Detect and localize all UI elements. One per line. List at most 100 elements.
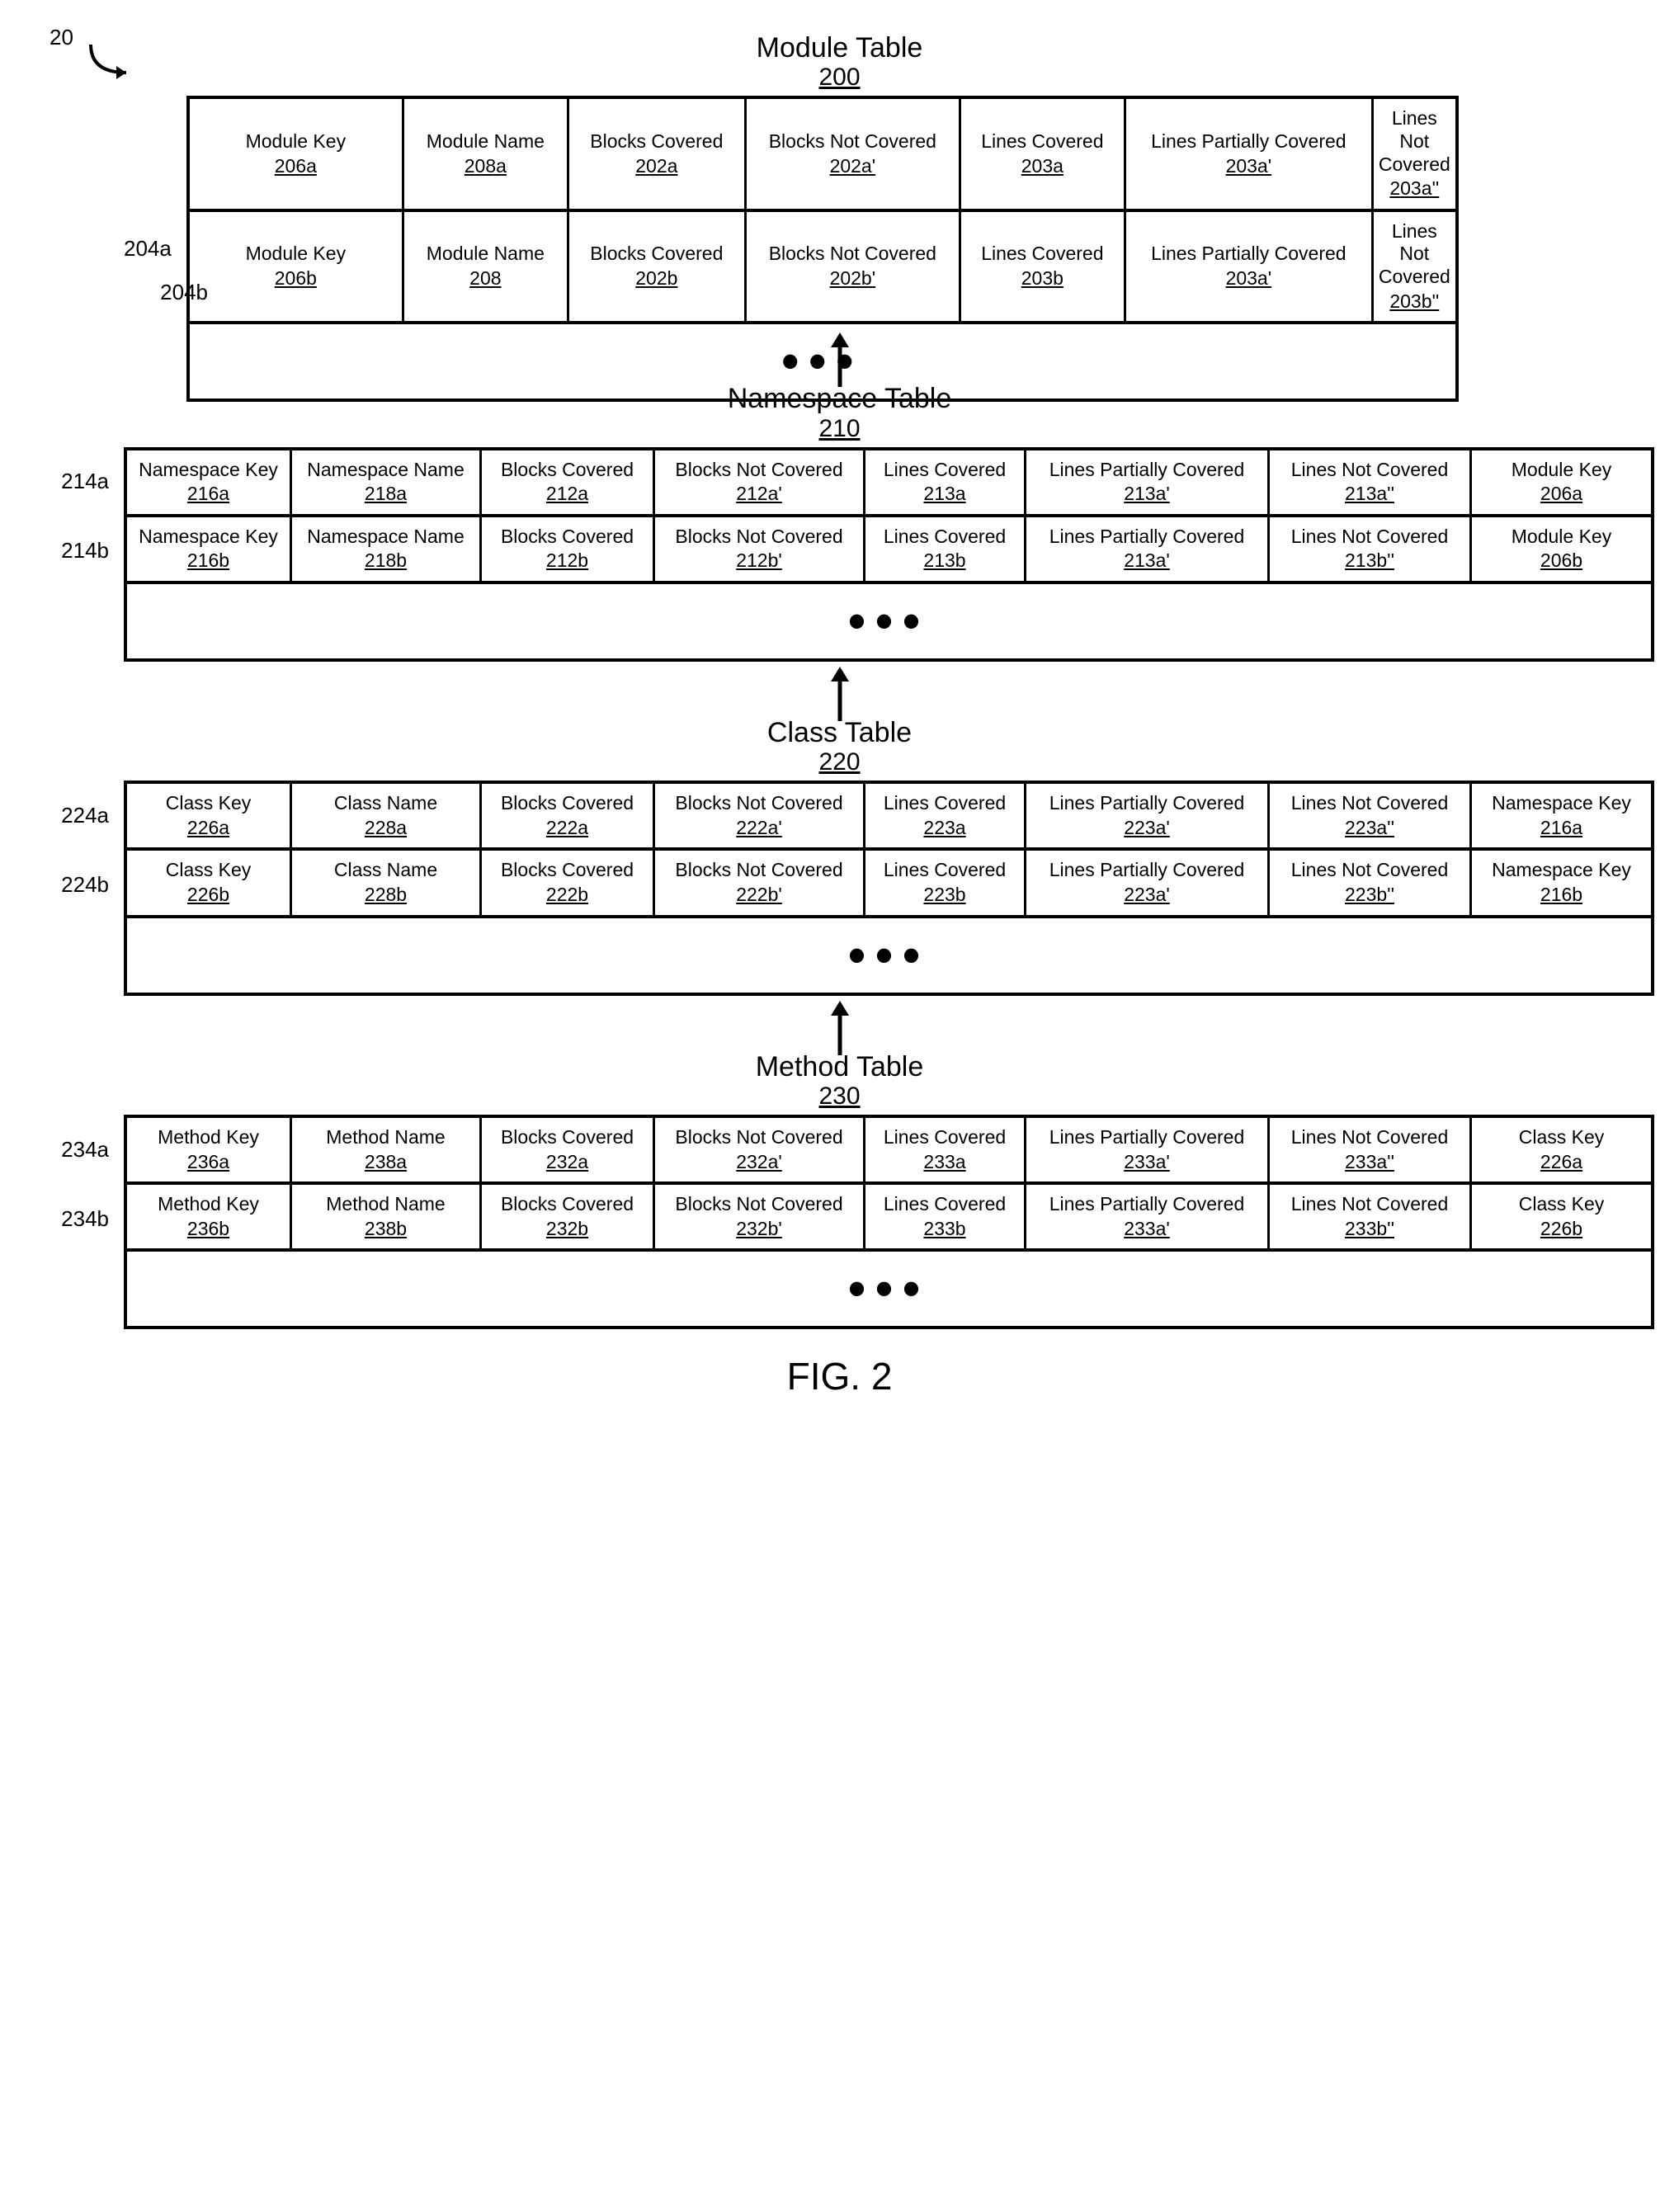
cell: Lines Not Covered213b'': [1270, 517, 1472, 581]
cell: Blocks Not Covered232a': [655, 1118, 865, 1181]
ellipsis-row: •••: [127, 1252, 1651, 1326]
table-row: Method Key236b Method Name238b Blocks Co…: [127, 1185, 1651, 1252]
cell: Lines Covered213a: [865, 450, 1026, 514]
module-title-wrap: Module Table 200: [25, 33, 1654, 91]
cell: Blocks Covered202b: [569, 212, 747, 321]
cell: Lines Covered233a: [865, 1118, 1026, 1181]
cell: Blocks Not Covered222a': [655, 784, 865, 847]
cell: Namespace Key216a: [1472, 784, 1651, 847]
connector-arrow-icon: [25, 998, 1654, 1055]
cell: Module Name208a: [404, 99, 569, 208]
method-title: Method Table: [25, 1052, 1654, 1082]
cell: Blocks Covered222a: [482, 784, 655, 847]
method-table-block: Method Table 230 234a 234b Method Key236…: [25, 1052, 1654, 1330]
row-label-214b: 214b: [25, 516, 124, 586]
cell: Lines Partially Covered223a': [1026, 784, 1270, 847]
figure-page: 20 Module Table 200 204a Module Key206a …: [25, 33, 1654, 1398]
cell: Blocks Not Covered232b': [655, 1185, 865, 1248]
hook-arrow-icon: [87, 41, 136, 83]
cell: Lines Not Covered203a'': [1374, 99, 1455, 208]
cell: Module Key206a: [1472, 450, 1651, 514]
cell: Blocks Not Covered212b': [655, 517, 865, 581]
table-row: Namespace Key216b Namespace Name218b Blo…: [127, 517, 1651, 584]
cell: Class Key226b: [127, 851, 292, 914]
figure-label: FIG. 2: [25, 1354, 1654, 1398]
namespace-ref: 210: [25, 415, 1654, 442]
ellipsis-row: •••: [127, 918, 1651, 993]
cell: Lines Not Covered233b'': [1270, 1185, 1472, 1248]
cell: Lines Partially Covered233a': [1026, 1185, 1270, 1248]
table-row: Class Key226b Class Name228b Blocks Cove…: [127, 851, 1651, 917]
cell: Namespace Name218a: [292, 450, 482, 514]
cell: Module Key206a: [190, 99, 404, 208]
cell: Lines Not Covered223b'': [1270, 851, 1472, 914]
row-label-234a: 234a: [25, 1115, 124, 1184]
ellipsis-icon: •••: [848, 931, 930, 980]
figure-ref-20: 20: [50, 25, 73, 50]
module-container: 204a Module Key206a Module Name208a Bloc…: [124, 96, 1456, 328]
cell: Class Key226b: [1472, 1185, 1651, 1248]
cell: Method Key236b: [127, 1185, 292, 1248]
cell: Blocks Covered222b: [482, 851, 655, 914]
method-table: Method Key236a Method Name238a Blocks Co…: [124, 1115, 1654, 1329]
cell: Method Name238b: [292, 1185, 482, 1248]
ellipsis-icon: •••: [848, 597, 930, 646]
cell: Blocks Covered212b: [482, 517, 655, 581]
cell: Blocks Not Covered202b': [747, 212, 961, 321]
cell: Lines Partially Covered203a': [1126, 99, 1374, 208]
cell: Lines Covered213b: [865, 517, 1026, 581]
cell: Blocks Not Covered212a': [655, 450, 865, 514]
cell: Class Name228b: [292, 851, 482, 914]
cell: Class Key226a: [127, 784, 292, 847]
class-table-block: Class Table 220 224a 224b Class Key226a …: [25, 718, 1654, 996]
cell: Lines Partially Covered223a': [1026, 851, 1270, 914]
cell: Lines Not Covered223a'': [1270, 784, 1472, 847]
cell: Lines Partially Covered203a': [1126, 212, 1374, 321]
cell: Blocks Not Covered202a': [747, 99, 961, 208]
cell: Blocks Covered232a: [482, 1118, 655, 1181]
cell: Lines Covered233b: [865, 1185, 1026, 1248]
cell: Blocks Not Covered222b': [655, 851, 865, 914]
class-ref: 220: [25, 748, 1654, 776]
ellipsis-row: •••: [127, 584, 1651, 658]
class-table: Class Key226a Class Name228a Blocks Cove…: [124, 781, 1654, 995]
cell: Lines Not Covered233a'': [1270, 1118, 1472, 1181]
row-label-224a: 224a: [25, 781, 124, 850]
cell: Class Key226a: [1472, 1118, 1651, 1181]
row-label-204a: 204a: [124, 96, 186, 402]
table-row: Method Key236a Method Name238a Blocks Co…: [127, 1118, 1651, 1185]
cell: Module Key206b: [190, 212, 404, 321]
cell: Namespace Name218b: [292, 517, 482, 581]
row-label-214a: 214a: [25, 447, 124, 516]
cell: Module Key206b: [1472, 517, 1651, 581]
ellipsis-icon: •••: [848, 1264, 930, 1314]
table-row: Class Key226a Class Name228a Blocks Cove…: [127, 784, 1651, 851]
cell: Lines Not Covered203b'': [1374, 212, 1455, 321]
cell: Blocks Covered232b: [482, 1185, 655, 1248]
module-title: Module Table: [25, 33, 1654, 64]
cell: Lines Covered223b: [865, 851, 1026, 914]
module-ref: 200: [25, 64, 1654, 91]
cell: Namespace Key216b: [1472, 851, 1651, 914]
method-title-wrap: Method Table 230: [25, 1052, 1654, 1110]
namespace-table: Namespace Key216a Namespace Name218a Blo…: [124, 447, 1654, 662]
class-title-wrap: Class Table 220: [25, 718, 1654, 776]
cell: Lines Not Covered213a'': [1270, 450, 1472, 514]
table-row: Namespace Key216a Namespace Name218a Blo…: [127, 450, 1651, 517]
table-row: Module Key206a Module Name208a Blocks Co…: [190, 99, 1455, 211]
cell: Blocks Covered212a: [482, 450, 655, 514]
cell: Lines Partially Covered213a': [1026, 517, 1270, 581]
cell: Lines Partially Covered213a': [1026, 450, 1270, 514]
connector-arrow-icon: [25, 663, 1654, 721]
cell: Blocks Covered202a: [569, 99, 747, 208]
cell: Method Key236a: [127, 1118, 292, 1181]
cell: Lines Covered203a: [961, 99, 1126, 208]
cell: Lines Covered203b: [961, 212, 1126, 321]
cell: Module Name208: [404, 212, 569, 321]
method-ref: 230: [25, 1082, 1654, 1110]
cell: Method Name238a: [292, 1118, 482, 1181]
cell: Lines Covered223a: [865, 784, 1026, 847]
namespace-table-block: Namespace Table 210 214a 214b Namespace …: [25, 384, 1654, 662]
table-row: Module Key206b Module Name208 Blocks Cov…: [190, 212, 1455, 324]
cell: Lines Partially Covered233a': [1026, 1118, 1270, 1181]
